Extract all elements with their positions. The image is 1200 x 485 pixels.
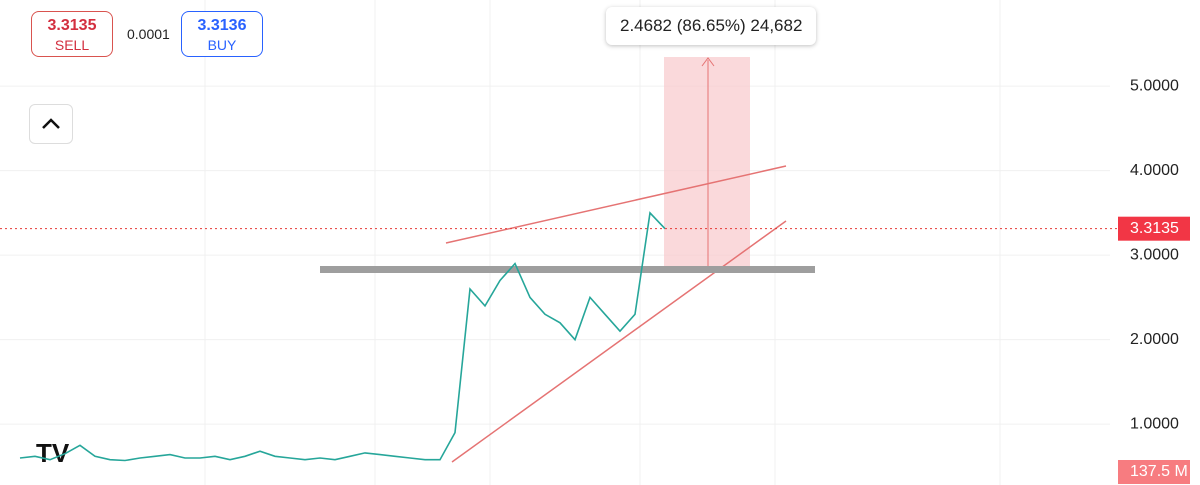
buy-price: 3.3136 [197, 17, 247, 34]
measure-label: 2.4682 (86.65%) 24,682 [606, 7, 817, 45]
chevron [42, 118, 60, 129]
support-line [320, 266, 815, 273]
y-tick-label: 1.0000 [1130, 415, 1179, 432]
y-tick-label: 3.0000 [1130, 246, 1179, 263]
volume-label: 137.5 M [1130, 463, 1188, 480]
y-tick-label: 2.0000 [1130, 331, 1179, 348]
buy-button[interactable]: 3.3136 BUY [181, 11, 263, 57]
y-tick-label: 4.0000 [1130, 162, 1179, 179]
spread: 0.0001 [127, 26, 170, 42]
sell-button[interactable]: 3.3135 SELL [31, 11, 113, 57]
last-price-box [1118, 216, 1190, 241]
trend-line [445, 165, 787, 244]
collapse-button[interactable] [29, 104, 73, 144]
logo: TV [36, 438, 70, 468]
y-tick-label: 5.0000 [1130, 77, 1179, 94]
price-line [19, 211, 666, 462]
arrow-head [701, 57, 715, 67]
sell-price: 3.3135 [47, 17, 97, 34]
target-box [664, 57, 750, 268]
buy-label: BUY [207, 37, 237, 53]
sell-label: SELL [54, 37, 90, 53]
trend-line [451, 220, 787, 463]
volume-box [1118, 460, 1190, 484]
last-price-label: 3.3135 [1130, 220, 1179, 237]
